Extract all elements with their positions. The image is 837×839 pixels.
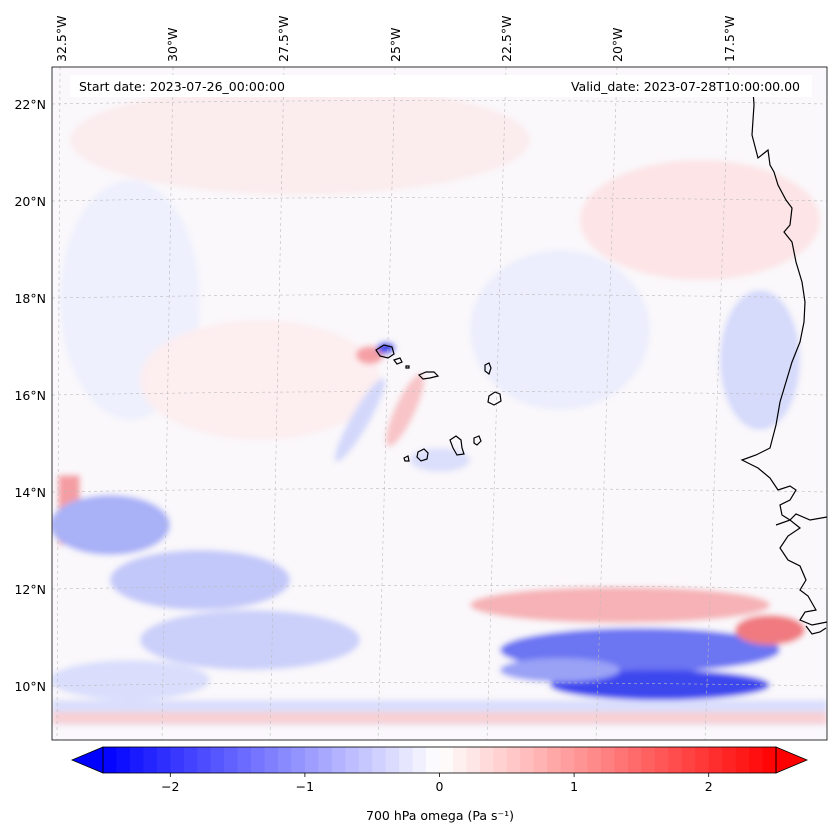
cape-verde-sal — [484, 362, 492, 375]
colorbar-block — [251, 747, 266, 773]
colorbar-extend-min — [70, 746, 104, 774]
colorbar-blocks — [103, 747, 777, 773]
cape-verde-santiago — [449, 435, 465, 456]
colorbar-block — [627, 747, 642, 773]
lat-label-20n: 20°N — [14, 194, 46, 209]
lon-label-25w: 25°W — [388, 27, 403, 62]
colorbar-block — [224, 747, 239, 773]
colorbar-block — [762, 747, 777, 773]
valid-date-label: Valid_date: 2023-07-28T10:00:00.00 — [571, 79, 800, 94]
colorbar-block — [614, 747, 629, 773]
cape-verde-maio — [473, 435, 482, 446]
colorbar-block — [735, 747, 750, 773]
cape-verde-sao-vicente — [393, 357, 403, 365]
cape-verde-sao-nicolau — [417, 371, 440, 380]
colorbar-ticks: −2 −1 0 1 2 — [161, 773, 713, 794]
colorbar-block — [237, 747, 252, 773]
colorbar-block — [183, 747, 198, 773]
colorbar-block — [681, 747, 696, 773]
colorbar-block — [722, 747, 737, 773]
colorbar-block — [210, 747, 225, 773]
colorbar-block — [291, 747, 306, 773]
colorbar-tick-label: 0 — [436, 779, 444, 794]
colorbar-block — [601, 747, 616, 773]
colorbar-block — [506, 747, 521, 773]
lon-label-22-5w: 22.5°W — [499, 16, 514, 62]
coastlines — [375, 74, 828, 635]
lat-label-16n: 16°N — [14, 388, 46, 403]
colorbar-block — [695, 747, 710, 773]
colorbar: −2 −1 0 1 2 700 hPa omega (Pa s⁻¹) — [70, 746, 809, 823]
colorbar-extend-max — [775, 746, 809, 774]
colorbar-block — [426, 747, 441, 773]
colorbar-block — [587, 747, 602, 773]
cape-verde-brava — [403, 455, 410, 462]
colorbar-block — [318, 747, 333, 773]
colorbar-block — [345, 747, 360, 773]
lon-label-20w: 20°W — [610, 27, 625, 62]
map-panel: Start date: 2023-07-26_00:00:00 Valid_da… — [51, 66, 828, 741]
colorbar-block — [331, 747, 346, 773]
colorbar-tick-label: −1 — [296, 779, 314, 794]
colorbar-block — [277, 747, 293, 773]
lat-label-12n: 12°N — [14, 582, 46, 597]
colorbar-block — [708, 747, 723, 773]
colorbar-block — [439, 747, 454, 773]
lon-label-32-5w: 32.5°W — [54, 16, 69, 62]
colorbar-block — [452, 747, 468, 773]
colorbar-block — [641, 747, 656, 773]
colorbar-block — [197, 747, 212, 773]
colorbar-block — [520, 747, 535, 773]
lat-label-22n: 22°N — [14, 97, 46, 112]
lat-label-10n: 10°N — [14, 679, 46, 694]
colorbar-tick-label: 2 — [705, 779, 713, 794]
colorbar-block — [533, 747, 548, 773]
longitude-labels: 32.5°W 30°W 27.5°W 25°W 22.5°W 20°W 17.5… — [54, 16, 737, 62]
colorbar-block — [372, 747, 387, 773]
colorbar-block — [668, 747, 683, 773]
colorbar-block — [385, 747, 400, 773]
colorbar-block — [358, 747, 373, 773]
colorbar-block — [560, 747, 575, 773]
colorbar-block — [129, 747, 144, 773]
cape-verde-santo-antao — [375, 344, 395, 359]
colorbar-block — [466, 747, 481, 773]
colorbar-block — [304, 747, 319, 773]
cape-verde-fogo — [416, 448, 429, 462]
lon-label-30w: 30°W — [165, 27, 180, 62]
colorbar-block — [116, 747, 131, 773]
colorbar-block — [654, 747, 669, 773]
header-box — [70, 75, 812, 97]
africa-coastline — [740, 74, 828, 521]
colorbar-block — [399, 747, 414, 773]
map-frame — [51, 66, 828, 741]
colorbar-tick-label: 1 — [570, 779, 578, 794]
lat-label-18n: 18°N — [14, 291, 46, 306]
lon-label-17-5w: 17.5°W — [722, 16, 737, 62]
lon-label-27-5w: 27.5°W — [276, 16, 291, 62]
colorbar-block — [493, 747, 508, 773]
lat-label-14n: 14°N — [14, 485, 46, 500]
colorbar-block — [143, 747, 158, 773]
colorbar-block — [412, 747, 427, 773]
colorbar-block — [264, 747, 279, 773]
colorbar-block — [479, 747, 494, 773]
omega-field — [52, 67, 827, 740]
start-date-label: Start date: 2023-07-26_00:00:00 — [79, 79, 285, 94]
colorbar-block — [574, 747, 589, 773]
colorbar-block — [103, 747, 118, 773]
colorbar-block — [547, 747, 562, 773]
colorbar-block — [170, 747, 185, 773]
colorbar-title: 700 hPa omega (Pa s⁻¹) — [366, 808, 514, 823]
latitude-labels: 22°N 20°N 18°N 16°N 14°N 12°N 10°N — [14, 97, 46, 694]
colorbar-block — [156, 747, 171, 773]
colorbar-block — [749, 747, 764, 773]
colorbar-tick-label: −2 — [161, 779, 179, 794]
cape-verde-boa-vista — [487, 391, 502, 406]
